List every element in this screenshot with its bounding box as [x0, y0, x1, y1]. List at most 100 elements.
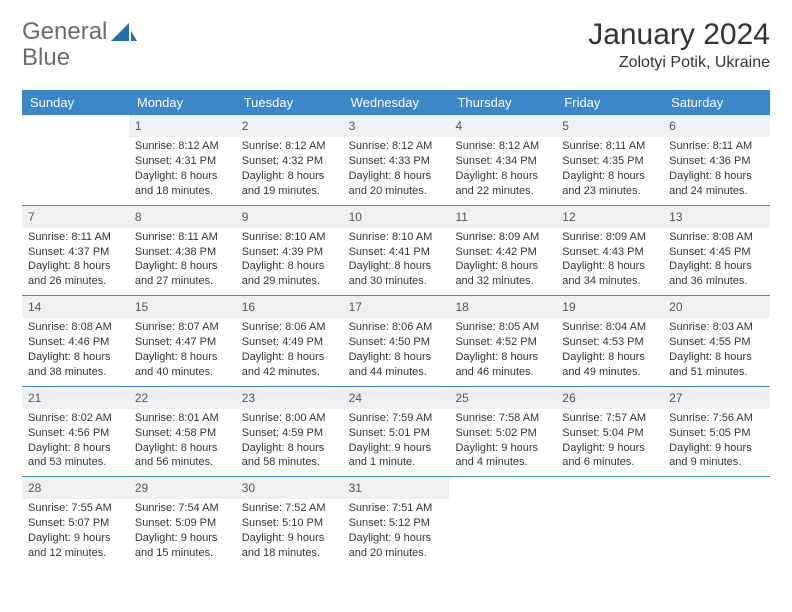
day-body: Sunrise: 8:12 AMSunset: 4:32 PMDaylight:…	[236, 137, 343, 204]
day-body: Sunrise: 8:00 AMSunset: 4:59 PMDaylight:…	[236, 409, 343, 476]
day-body: Sunrise: 8:02 AMSunset: 4:56 PMDaylight:…	[22, 409, 129, 476]
daylight-text: Daylight: 8 hours and 44 minutes.	[349, 350, 444, 380]
week-row: 21Sunrise: 8:02 AMSunset: 4:56 PMDayligh…	[22, 386, 770, 477]
day-number: 5	[556, 115, 663, 137]
weekday-header: Tuesday	[236, 90, 343, 115]
sunrise-text: Sunrise: 8:11 AM	[28, 230, 123, 245]
sunset-text: Sunset: 4:49 PM	[242, 335, 337, 350]
day-number: 7	[22, 206, 129, 228]
day-number: 15	[129, 296, 236, 318]
sunrise-text: Sunrise: 7:57 AM	[562, 411, 657, 426]
location-label: Zolotyi Potik, Ukraine	[588, 54, 770, 72]
day-body: Sunrise: 8:06 AMSunset: 4:49 PMDaylight:…	[236, 318, 343, 385]
day-cell: 16Sunrise: 8:06 AMSunset: 4:49 PMDayligh…	[236, 296, 343, 386]
day-number: 21	[22, 387, 129, 409]
sunrise-text: Sunrise: 8:11 AM	[562, 139, 657, 154]
daylight-text: Daylight: 8 hours and 22 minutes.	[455, 169, 550, 199]
day-cell: 8Sunrise: 8:11 AMSunset: 4:38 PMDaylight…	[129, 206, 236, 296]
daylight-text: Daylight: 8 hours and 18 minutes.	[135, 169, 230, 199]
day-cell	[449, 477, 556, 567]
day-number: 14	[22, 296, 129, 318]
day-cell: 3Sunrise: 8:12 AMSunset: 4:33 PMDaylight…	[343, 115, 450, 205]
day-number: 8	[129, 206, 236, 228]
day-body: Sunrise: 8:11 AMSunset: 4:35 PMDaylight:…	[556, 137, 663, 204]
daylight-text: Daylight: 8 hours and 29 minutes.	[242, 259, 337, 289]
brand-logo: General	[22, 18, 139, 46]
sunset-text: Sunset: 4:36 PM	[669, 154, 764, 169]
daylight-text: Daylight: 9 hours and 15 minutes.	[135, 531, 230, 561]
day-body: Sunrise: 8:10 AMSunset: 4:41 PMDaylight:…	[343, 228, 450, 295]
day-cell: 23Sunrise: 8:00 AMSunset: 4:59 PMDayligh…	[236, 387, 343, 477]
calendar-grid: SundayMondayTuesdayWednesdayThursdayFrid…	[22, 90, 770, 567]
day-body: Sunrise: 7:58 AMSunset: 5:02 PMDaylight:…	[449, 409, 556, 476]
day-number: 1	[129, 115, 236, 137]
day-number: 11	[449, 206, 556, 228]
weekday-header: Friday	[556, 90, 663, 115]
day-number: 25	[449, 387, 556, 409]
daylight-text: Daylight: 8 hours and 27 minutes.	[135, 259, 230, 289]
daylight-text: Daylight: 9 hours and 9 minutes.	[669, 441, 764, 471]
daylight-text: Daylight: 9 hours and 6 minutes.	[562, 441, 657, 471]
day-body: Sunrise: 8:12 AMSunset: 4:31 PMDaylight:…	[129, 137, 236, 204]
day-body: Sunrise: 7:52 AMSunset: 5:10 PMDaylight:…	[236, 499, 343, 566]
sunset-text: Sunset: 4:38 PM	[135, 245, 230, 260]
sunrise-text: Sunrise: 8:12 AM	[349, 139, 444, 154]
day-cell: 15Sunrise: 8:07 AMSunset: 4:47 PMDayligh…	[129, 296, 236, 386]
day-number: 6	[663, 115, 770, 137]
sunrise-text: Sunrise: 8:08 AM	[28, 320, 123, 335]
day-body: Sunrise: 8:08 AMSunset: 4:45 PMDaylight:…	[663, 228, 770, 295]
sunrise-text: Sunrise: 8:10 AM	[349, 230, 444, 245]
sunrise-text: Sunrise: 7:51 AM	[349, 501, 444, 516]
daylight-text: Daylight: 8 hours and 20 minutes.	[349, 169, 444, 199]
daylight-text: Daylight: 9 hours and 1 minute.	[349, 441, 444, 471]
daylight-text: Daylight: 8 hours and 58 minutes.	[242, 441, 337, 471]
daylight-text: Daylight: 9 hours and 4 minutes.	[455, 441, 550, 471]
day-body: Sunrise: 7:56 AMSunset: 5:05 PMDaylight:…	[663, 409, 770, 476]
day-cell: 28Sunrise: 7:55 AMSunset: 5:07 PMDayligh…	[22, 477, 129, 567]
daylight-text: Daylight: 8 hours and 34 minutes.	[562, 259, 657, 289]
day-body: Sunrise: 8:11 AMSunset: 4:38 PMDaylight:…	[129, 228, 236, 295]
day-body: Sunrise: 8:05 AMSunset: 4:52 PMDaylight:…	[449, 318, 556, 385]
sunset-text: Sunset: 4:33 PM	[349, 154, 444, 169]
sunset-text: Sunset: 4:58 PM	[135, 426, 230, 441]
day-cell: 22Sunrise: 8:01 AMSunset: 4:58 PMDayligh…	[129, 387, 236, 477]
weekday-header-row: SundayMondayTuesdayWednesdayThursdayFrid…	[22, 90, 770, 115]
day-body: Sunrise: 8:03 AMSunset: 4:55 PMDaylight:…	[663, 318, 770, 385]
sunrise-text: Sunrise: 8:07 AM	[135, 320, 230, 335]
day-cell: 17Sunrise: 8:06 AMSunset: 4:50 PMDayligh…	[343, 296, 450, 386]
day-number: 18	[449, 296, 556, 318]
daylight-text: Daylight: 8 hours and 30 minutes.	[349, 259, 444, 289]
weekday-header: Wednesday	[343, 90, 450, 115]
sunset-text: Sunset: 5:07 PM	[28, 516, 123, 531]
sunset-text: Sunset: 5:01 PM	[349, 426, 444, 441]
sunset-text: Sunset: 5:09 PM	[135, 516, 230, 531]
sunset-text: Sunset: 5:04 PM	[562, 426, 657, 441]
day-cell	[22, 115, 129, 205]
weekday-header: Thursday	[449, 90, 556, 115]
day-number: 24	[343, 387, 450, 409]
sunset-text: Sunset: 4:53 PM	[562, 335, 657, 350]
day-cell: 26Sunrise: 7:57 AMSunset: 5:04 PMDayligh…	[556, 387, 663, 477]
day-number: 23	[236, 387, 343, 409]
day-cell	[663, 477, 770, 567]
day-body: Sunrise: 8:11 AMSunset: 4:36 PMDaylight:…	[663, 137, 770, 204]
weeks-container: 1Sunrise: 8:12 AMSunset: 4:31 PMDaylight…	[22, 115, 770, 567]
sunrise-text: Sunrise: 7:58 AM	[455, 411, 550, 426]
sunrise-text: Sunrise: 8:11 AM	[669, 139, 764, 154]
daylight-text: Daylight: 8 hours and 32 minutes.	[455, 259, 550, 289]
sunset-text: Sunset: 4:32 PM	[242, 154, 337, 169]
daylight-text: Daylight: 8 hours and 51 minutes.	[669, 350, 764, 380]
sunset-text: Sunset: 5:12 PM	[349, 516, 444, 531]
day-number: 29	[129, 477, 236, 499]
sunrise-text: Sunrise: 8:02 AM	[28, 411, 123, 426]
sunset-text: Sunset: 4:31 PM	[135, 154, 230, 169]
sunset-text: Sunset: 4:43 PM	[562, 245, 657, 260]
day-cell: 25Sunrise: 7:58 AMSunset: 5:02 PMDayligh…	[449, 387, 556, 477]
brand-sail-icon	[111, 21, 137, 43]
daylight-text: Daylight: 9 hours and 18 minutes.	[242, 531, 337, 561]
sunrise-text: Sunrise: 8:09 AM	[562, 230, 657, 245]
sunrise-text: Sunrise: 7:56 AM	[669, 411, 764, 426]
day-number: 28	[22, 477, 129, 499]
daylight-text: Daylight: 8 hours and 36 minutes.	[669, 259, 764, 289]
day-body: Sunrise: 8:09 AMSunset: 4:42 PMDaylight:…	[449, 228, 556, 295]
